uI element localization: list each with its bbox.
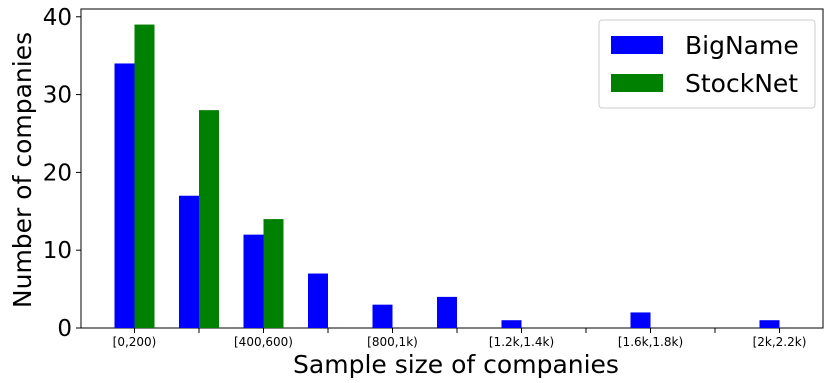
bars-group (114, 24, 780, 329)
bar-stocknet-1 (199, 110, 219, 329)
x-tick-label: [400,600) (234, 335, 293, 349)
x-tick-label: [800,1k) (367, 335, 418, 349)
legend-swatch-bigname (611, 36, 663, 54)
x-axis: [0,200) [400,600) [800,1k) [1.2k,1.4k) [1.6k… (113, 328, 807, 349)
y-tick-label: 20 (43, 160, 72, 186)
legend-label-stocknet: StockNet (685, 69, 798, 98)
y-axis: 0 10 20 30 40 (43, 5, 81, 342)
bar-bigname-0 (114, 63, 135, 329)
y-tick-label: 30 (43, 83, 72, 109)
bar-bigname-10 (759, 320, 780, 328)
bar-bigname-6 (501, 320, 522, 328)
bar-bigname-5 (437, 296, 457, 328)
x-tick-label: [2k,2.2k) (753, 335, 807, 349)
y-tick-label: 40 (43, 5, 72, 31)
bar-bigname-1 (179, 195, 199, 328)
y-axis-label: Number of companies (8, 32, 37, 308)
x-tick-label: [1.2k,1.4k) (489, 335, 554, 349)
bar-bigname-2 (243, 234, 264, 328)
legend-swatch-stocknet (611, 74, 663, 92)
x-axis-label: Sample size of companies (293, 350, 619, 379)
bar-bigname-8 (630, 312, 651, 328)
x-tick-label: [0,200) (113, 335, 157, 349)
bar-stocknet-2 (263, 219, 284, 328)
legend-label-bigname: BigName (685, 31, 799, 60)
y-tick-label: 0 (57, 316, 72, 342)
bar-bigname-3 (308, 273, 328, 328)
legend: BigName StockNet (598, 19, 816, 109)
bar-bigname-4 (372, 304, 393, 328)
bar-stocknet-0 (134, 24, 155, 329)
x-tick-label: [1.6k,1.8k) (618, 335, 683, 349)
y-tick-label: 10 (43, 238, 72, 264)
